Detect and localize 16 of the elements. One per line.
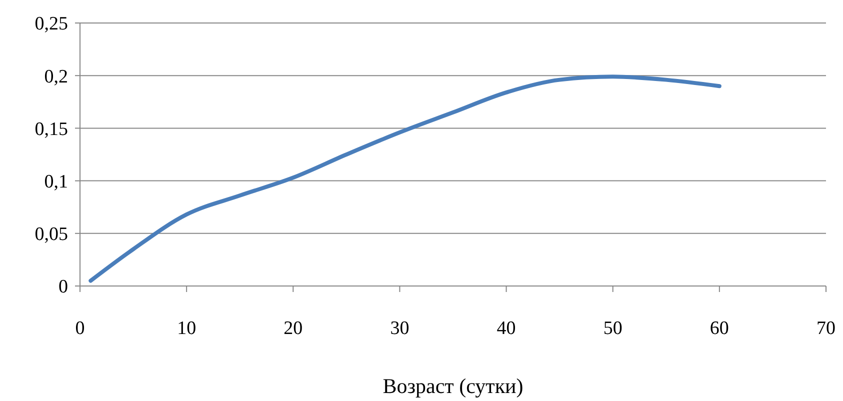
x-tick-label: 50 — [603, 318, 622, 339]
x-tick-label: 10 — [177, 318, 196, 339]
x-tick-label: 30 — [390, 318, 410, 339]
x-tick-label: 20 — [284, 318, 303, 339]
y-tick-label: 0,15 — [34, 118, 68, 140]
y-tick-label: 0,2 — [44, 66, 68, 88]
y-tick-label: 0 — [58, 276, 68, 298]
x-tick-label: 60 — [710, 318, 729, 339]
x-axis-title: Возраст (сутки) — [382, 374, 524, 398]
x-tick-label: 0 — [75, 318, 85, 339]
x-tick-label: 70 — [816, 318, 836, 339]
line-series — [88, 74, 722, 283]
y-tick-label: 0,05 — [34, 224, 68, 246]
x-tick-label: 40 — [496, 318, 516, 339]
y-tick-label: 0,1 — [44, 171, 68, 192]
y-tick-label: 0,25 — [34, 14, 68, 35]
